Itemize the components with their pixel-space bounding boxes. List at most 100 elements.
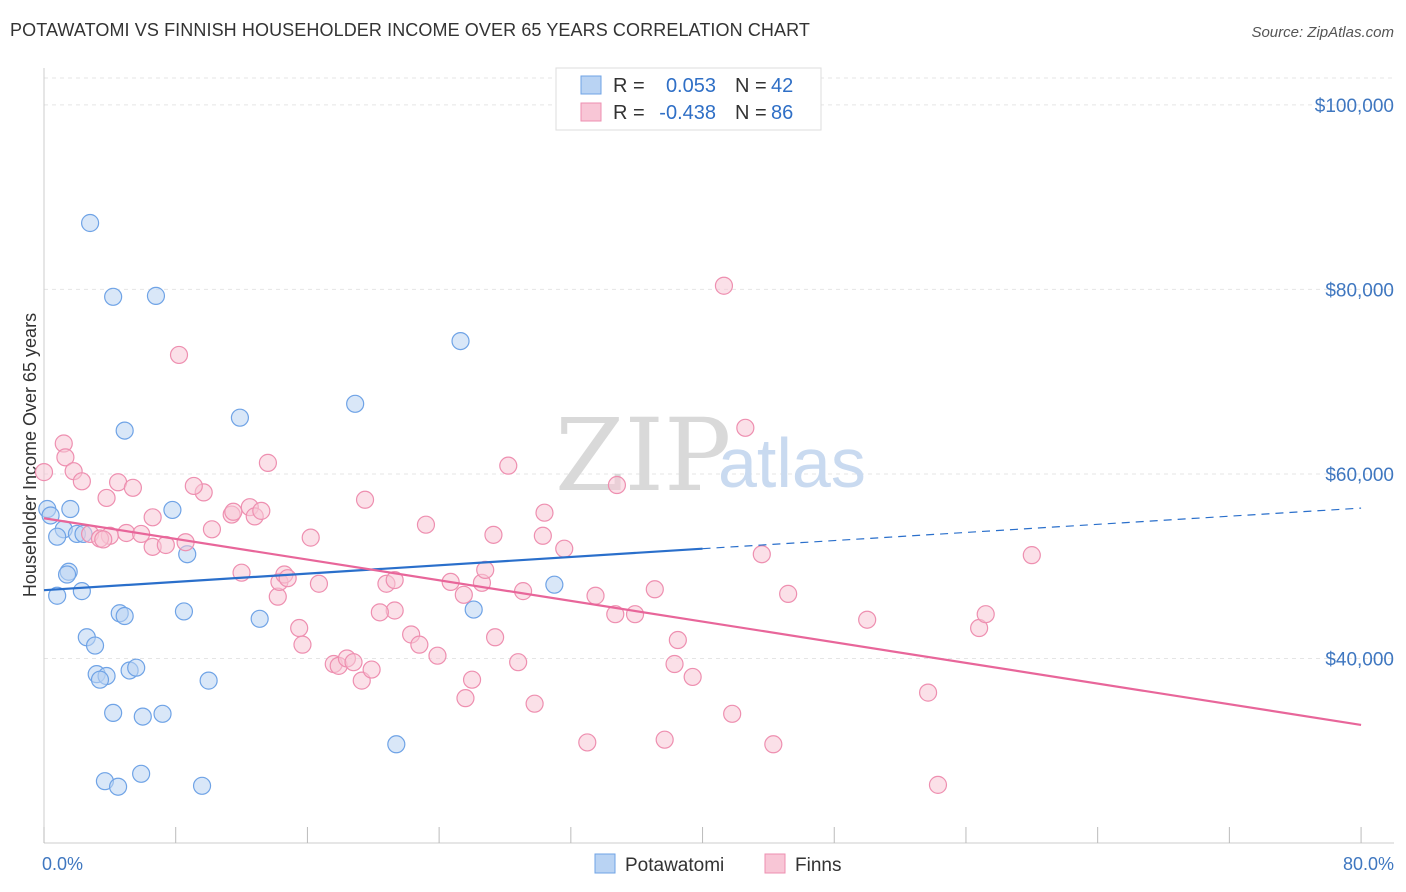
finns-point-31 [499,456,518,475]
potawatomi-point-39 [192,776,212,795]
chart-title: POTAWATOMI VS FINNISH HOUSEHOLDER INCOME… [10,20,810,40]
series-legend-label-1: Finns [795,855,841,876]
series-legend-swatch-1 [764,853,786,874]
finns-point-67 [462,670,482,689]
finns-trend-line [43,517,1362,726]
finns-point-51 [625,605,645,624]
potawatomi-point-3 [451,331,470,351]
finns-point-60 [344,653,363,672]
potawatomi-point-28 [90,670,110,689]
finns-point-70 [525,694,544,713]
legend-swatch-1 [580,102,602,122]
finns-point-84 [918,683,938,702]
finns-point-24 [224,502,243,521]
potawatomi-point-16 [72,582,91,601]
potawatomi-point-0 [80,213,100,233]
finns-point-28 [301,528,320,547]
finns-point-32 [555,539,574,558]
data-points [34,213,1041,796]
finns-point-74 [668,630,687,650]
finns-point-55 [290,618,309,638]
potawatomi-point-37 [108,777,128,796]
y-tick-label-0: $40,000 [1325,649,1394,670]
potawatomi-point-35 [387,735,406,754]
finns-point-16 [143,508,162,527]
finns-point-65 [428,646,447,665]
series-legend: Potawatomi Finns [594,853,841,876]
y-axis-label: Householder Income Over 65 years [20,313,40,597]
source-label: Source: ZipAtlas.com [1251,24,1394,41]
trend-lines [43,507,1362,726]
finns-point-23 [202,520,222,539]
finns-point-73 [665,654,684,674]
watermark-zip: ZIP [555,397,731,514]
x-tick-label-0: 0.0% [42,854,83,874]
potawatomi-point-17 [48,586,67,605]
finns-point-77 [714,276,734,295]
correlation-legend: R = 0.053 N = 42 R = -0.438 N = 86 [555,67,822,131]
finns-point-14 [169,345,189,365]
finns-point-72 [655,730,674,749]
axes [43,68,1394,844]
potawatomi-point-41 [48,527,67,546]
potawatomi-point-25 [85,636,105,655]
finns-point-40 [278,569,297,588]
finns-point-15 [184,476,203,496]
finns-point-46 [476,560,495,580]
finns-point-50 [606,605,625,624]
potawatomi-point-4 [346,394,365,413]
finns-point-64 [410,635,429,654]
finns-point-47 [454,585,473,604]
potawatomi-point-33 [133,707,152,726]
potawatomi-point-8 [61,499,80,519]
legend-r-label-1: R = [613,102,645,124]
legend-r-value-1: -0.438 [659,102,716,124]
finns-point-54 [370,603,389,622]
finns-point-69 [509,653,528,672]
finns-point-35 [484,525,503,544]
y-tick-label-2: $80,000 [1325,280,1394,301]
potawatomi-point-15 [57,565,77,584]
potawatomi-point-32 [104,703,123,723]
potawatomi-point-21 [174,602,194,621]
finns-point-82 [858,610,877,629]
finns-point-4 [72,472,91,491]
finns-point-66 [456,689,475,708]
finns-point-79 [752,545,771,564]
finns-point-27 [94,530,113,549]
potawatomi-point-23 [250,609,269,628]
finns-point-83 [928,775,948,794]
finns-point-78 [736,418,755,437]
finns-point-30 [416,515,436,534]
y-tick-label-3: $100,000 [1315,96,1394,117]
y-tick-label-1: $60,000 [1325,465,1394,486]
potawatomi-point-20 [115,606,134,626]
watermark: ZIP atlas [555,397,866,514]
potawatomi-point-6 [115,421,134,440]
finns-point-48 [513,582,533,601]
finns-point-68 [485,628,505,647]
legend-swatch-0 [580,75,602,95]
x-tick-label-1: 80.0% [1343,854,1394,874]
finns-point-87 [1022,546,1041,565]
legend-n-label-1: N = [735,102,767,124]
finns-point-71 [578,733,597,752]
finns-point-52 [645,580,664,599]
potawatomi-point-1 [104,287,123,306]
legend-n-label-0: N = [735,75,767,97]
watermark-atlas: atlas [718,424,866,502]
potawatomi-point-22 [464,600,483,619]
finns-point-76 [723,704,742,723]
finns-point-62 [362,660,381,679]
series-legend-label-0: Potawatomi [625,855,724,876]
series-legend-swatch-0 [594,853,616,874]
finns-point-12 [252,501,271,520]
finns-point-33 [533,526,552,545]
potawatomi-point-31 [199,671,218,690]
finns-point-80 [764,735,783,754]
potawatomi-point-40 [41,506,60,525]
finns-point-88 [607,475,627,495]
potawatomi-point-2 [146,286,166,305]
potawatomi-point-30 [127,658,146,677]
